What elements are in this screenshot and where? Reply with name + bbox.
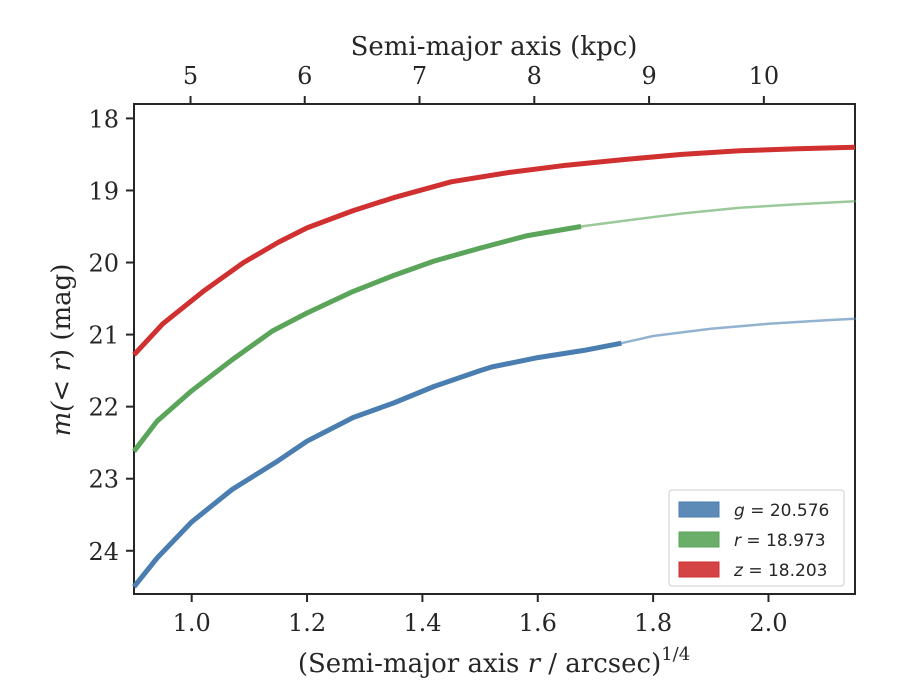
y-tick-label: 23: [88, 466, 119, 494]
series-z: [132, 144, 856, 357]
top-axis-title: Semi-major axis (kpc): [351, 32, 638, 62]
x-tick-label: 1.6: [519, 609, 557, 637]
legend: g = 20.576 r = 18.973 z = 18.203: [668, 489, 845, 587]
x-tick-label: 2.0: [749, 609, 787, 637]
legend-label-z: z = 18.203: [733, 561, 827, 581]
series-g: [132, 317, 857, 589]
legend-label-g: g = 20.576: [734, 501, 829, 521]
x-axis-ticks: 1.0 1.2 1.4 1.6 1.8 2.0: [173, 594, 788, 637]
top-tick-label: 8: [527, 62, 542, 90]
y-tick-label: 22: [88, 394, 119, 422]
x-axis-title: (Semi-major axis r / arcsec)1/4: [298, 644, 690, 679]
legend-swatch-z: [678, 561, 720, 578]
top-axis-ticks: 5 6 7 8 9 10: [183, 62, 779, 104]
x-tick-label: 1.4: [403, 609, 441, 637]
legend-label-r: r = 18.973: [734, 531, 826, 551]
y-tick-label: 21: [88, 322, 119, 350]
x-tick-label: 1.0: [173, 609, 211, 637]
x-tick-label: 1.8: [634, 609, 672, 637]
top-tick-label: 5: [183, 62, 198, 90]
y-tick-label: 20: [88, 250, 119, 278]
top-tick-label: 7: [412, 62, 427, 90]
series-layer: [132, 144, 857, 589]
x-tick-label: 1.2: [288, 609, 326, 637]
y-tick-label: 18: [88, 105, 119, 133]
top-tick-label: 9: [641, 62, 656, 90]
y-axis-title: m(< r) (mag): [47, 264, 77, 437]
top-tick-label: 10: [749, 62, 780, 90]
plot-frame: [133, 103, 856, 595]
series-r-extrapolated-line: [579, 200, 857, 228]
y-tick-label: 19: [88, 177, 119, 205]
series-g-line: [132, 340, 622, 589]
top-tick-label: 6: [297, 62, 312, 90]
legend-swatch-r: [678, 531, 720, 548]
series-z-line: [132, 144, 856, 357]
series-g-extrapolated-line: [620, 317, 857, 345]
legend-swatch-g: [678, 501, 720, 518]
series-r-line: [132, 224, 582, 453]
series-r: [132, 200, 857, 453]
y-axis-ticks: 18 19 20 21 22 23 24: [88, 105, 134, 566]
y-tick-label: 24: [88, 538, 119, 566]
